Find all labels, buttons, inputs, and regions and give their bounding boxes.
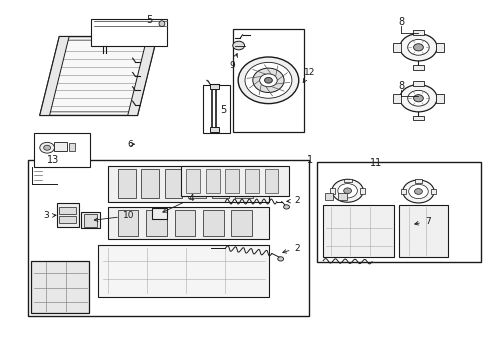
Ellipse shape	[233, 41, 245, 50]
Ellipse shape	[284, 205, 290, 209]
Bar	[174, 211, 195, 235]
Ellipse shape	[414, 95, 423, 102]
Bar	[81, 212, 100, 228]
Bar	[98, 244, 270, 297]
Text: 10: 10	[94, 211, 134, 221]
Bar	[393, 94, 401, 103]
Bar	[245, 169, 259, 193]
Bar	[399, 205, 448, 257]
Bar	[436, 43, 444, 51]
Text: 13: 13	[48, 154, 60, 165]
Bar	[318, 162, 481, 262]
Text: 4: 4	[163, 194, 195, 212]
Ellipse shape	[409, 184, 428, 199]
Bar	[118, 169, 136, 198]
Text: 12: 12	[303, 68, 316, 82]
Bar	[27, 160, 309, 316]
Ellipse shape	[408, 90, 429, 106]
Bar	[431, 189, 436, 194]
Bar	[401, 189, 406, 194]
Polygon shape	[128, 37, 157, 116]
Ellipse shape	[408, 40, 429, 55]
Bar	[206, 169, 220, 193]
Bar	[59, 216, 76, 223]
Bar	[330, 188, 336, 194]
Bar	[415, 179, 422, 183]
Bar	[57, 203, 79, 226]
Bar	[165, 169, 182, 198]
Bar	[31, 261, 89, 313]
Bar	[360, 188, 365, 194]
Ellipse shape	[40, 142, 54, 153]
Bar	[186, 169, 200, 193]
Polygon shape	[40, 37, 157, 116]
Bar	[233, 30, 304, 132]
Text: 2: 2	[287, 196, 300, 205]
Bar	[203, 211, 223, 235]
Bar	[231, 211, 252, 235]
Bar	[325, 193, 333, 201]
Bar	[413, 65, 424, 69]
Bar	[181, 166, 289, 196]
Ellipse shape	[400, 85, 437, 112]
Bar	[413, 81, 424, 86]
Bar	[203, 85, 230, 134]
Bar	[393, 43, 401, 51]
Text: 6: 6	[128, 140, 134, 149]
Bar	[413, 30, 424, 35]
Ellipse shape	[265, 77, 272, 83]
Ellipse shape	[332, 179, 363, 202]
Bar	[210, 127, 219, 132]
Ellipse shape	[260, 74, 277, 87]
Ellipse shape	[44, 145, 50, 150]
Bar	[436, 94, 444, 103]
Bar	[59, 207, 76, 214]
Text: 9: 9	[229, 54, 238, 71]
Text: 2: 2	[283, 244, 300, 253]
Ellipse shape	[338, 184, 357, 198]
Bar	[54, 142, 67, 151]
Ellipse shape	[278, 257, 284, 261]
Text: 11: 11	[370, 158, 382, 168]
Bar	[84, 214, 98, 226]
Bar	[413, 116, 424, 121]
Ellipse shape	[159, 21, 165, 27]
Bar	[147, 211, 167, 235]
Text: 5: 5	[220, 105, 227, 115]
Ellipse shape	[414, 44, 423, 51]
Text: 8: 8	[398, 81, 404, 91]
Ellipse shape	[415, 189, 422, 194]
Bar	[212, 169, 229, 198]
Text: 8: 8	[398, 17, 404, 27]
Ellipse shape	[343, 188, 351, 194]
Bar	[118, 211, 139, 235]
Bar	[188, 169, 206, 198]
Text: 1: 1	[307, 155, 313, 165]
Bar	[34, 134, 90, 167]
Bar	[235, 169, 253, 198]
Text: 3: 3	[43, 211, 56, 220]
Bar	[69, 143, 75, 150]
Polygon shape	[40, 37, 69, 116]
Ellipse shape	[403, 180, 434, 203]
Bar	[323, 205, 394, 257]
Bar	[343, 179, 351, 182]
Bar	[108, 166, 270, 202]
Ellipse shape	[400, 34, 437, 61]
Text: 5: 5	[147, 15, 153, 26]
Bar	[91, 19, 167, 45]
Ellipse shape	[238, 57, 299, 104]
Text: 7: 7	[415, 217, 431, 226]
Bar	[210, 84, 219, 89]
Bar	[152, 208, 167, 220]
Bar	[265, 169, 278, 193]
Bar	[225, 169, 239, 193]
Ellipse shape	[253, 68, 284, 93]
Bar	[108, 207, 270, 239]
Bar	[142, 169, 159, 198]
Ellipse shape	[245, 62, 292, 98]
Bar	[338, 193, 346, 201]
